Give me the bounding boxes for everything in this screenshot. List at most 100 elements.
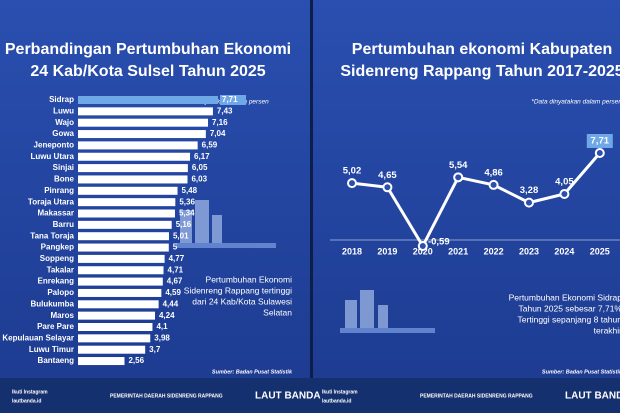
value-label: 3,28	[520, 185, 539, 196]
brand: LAUT BANDA	[255, 391, 321, 402]
bar-label: Barru	[53, 220, 74, 229]
value-label: 7,16	[212, 118, 228, 127]
brand: LAUT BANDA	[565, 391, 620, 402]
value-label: 5,36	[179, 197, 195, 206]
bar	[78, 243, 169, 252]
footer: Ikuti Instagram lautbanda.id PEMERINTAH …	[12, 389, 620, 404]
value-label: 4,86	[484, 167, 503, 178]
value-label: 6,59	[202, 141, 218, 150]
value-label: 6,03	[191, 175, 207, 184]
value-label: 3,7	[149, 345, 161, 354]
point	[559, 189, 570, 200]
handle: lautbanda.id	[12, 398, 41, 404]
value-label: 3,98	[154, 333, 170, 342]
bar	[78, 175, 188, 184]
point	[347, 178, 357, 189]
bar-label: Bantaeng	[38, 356, 75, 365]
bar-label: Sidrap	[49, 95, 74, 104]
bar	[78, 300, 159, 309]
bar-label: Palopo	[47, 288, 74, 297]
value-box	[220, 95, 246, 105]
x-tick-label: 2018	[342, 246, 362, 256]
bar	[78, 357, 125, 366]
bar	[78, 164, 188, 173]
value-label: 4,65	[378, 170, 397, 181]
bar	[78, 254, 165, 263]
x-tick-label: 2019	[377, 246, 397, 256]
bar	[78, 288, 162, 297]
bar	[78, 277, 163, 286]
value-label: 5,54	[449, 160, 468, 171]
line	[351, 152, 601, 250]
bar-label: Sinjai	[53, 163, 74, 172]
x-tick-label: 2022	[484, 246, 504, 256]
value-label: 7,71	[222, 95, 238, 104]
chart-title: 24 Kab/Kota Sulsel Tahun 2025	[30, 63, 265, 80]
bar-label: Luwu	[53, 106, 74, 115]
value-label: 5,01	[173, 231, 189, 240]
bar-label: Luwu Utara	[30, 152, 74, 161]
bar-label: Takalar	[47, 265, 74, 274]
gov: PEMERINTAH DAERAH SIDENRENG RAPPANG	[110, 393, 223, 399]
bar	[78, 266, 164, 275]
value-label: 5,34	[179, 209, 195, 218]
value-label: 4,67	[167, 277, 183, 286]
value-box	[586, 134, 613, 148]
caption: terakhir	[594, 325, 620, 335]
point	[488, 179, 499, 190]
bar-label: Pinrang	[44, 186, 74, 195]
value-label: 5	[173, 243, 178, 252]
value-label: 4,24	[159, 311, 175, 320]
bar-label: Wajo	[55, 118, 74, 127]
bar	[78, 107, 213, 116]
value-label: 4,1	[156, 322, 168, 331]
value-label: 2,56	[128, 356, 144, 365]
value-label: 4,44	[163, 299, 179, 308]
bar-label: Luwu Timur	[29, 345, 74, 354]
point	[417, 241, 428, 251]
value-label: 5,16	[176, 220, 192, 229]
bar	[78, 198, 176, 207]
bar	[78, 220, 172, 229]
bar	[78, 209, 175, 218]
point	[382, 182, 393, 193]
bar-label: Toraja Utara	[28, 197, 75, 206]
chart-title: Pertumbuhan ekonomi Kabupaten	[352, 41, 612, 58]
value-label: 7,43	[217, 106, 233, 115]
bar	[78, 345, 146, 354]
caption: Sidenreng Rappang tertinggi	[184, 285, 292, 295]
x-tick-label: 2021	[448, 246, 468, 256]
bar	[78, 130, 206, 139]
point	[453, 172, 464, 183]
bar	[78, 334, 151, 343]
value-label: 6,17	[194, 152, 210, 161]
caption: Tertinggi sepanjang 8 tahun	[518, 314, 620, 324]
city-illustration	[176, 200, 435, 333]
bar	[78, 232, 169, 241]
caption: Selatan	[263, 307, 292, 317]
source: Sumber: Badan Pusat Statistik	[542, 369, 620, 375]
follow: Ikuti Instagram	[322, 389, 358, 395]
bar	[78, 96, 218, 104]
value-label: 4,05	[555, 177, 574, 188]
value-label: 4,71	[168, 265, 184, 274]
value-label: 7,04	[210, 129, 226, 138]
chart-title: Sidenreng Rappang Tahun 2017-2025	[340, 63, 620, 80]
x-tick-label: 2024	[554, 246, 574, 256]
bar-label: Maros	[50, 311, 74, 320]
source: Sumber: Badan Pusat Statistik	[212, 369, 293, 375]
bar	[78, 186, 178, 195]
note: *Data dinyatakan dalam persen	[531, 99, 620, 106]
value-label: 7,71	[591, 136, 610, 147]
bar	[78, 152, 191, 161]
bar-label: Tana Toraja	[30, 231, 74, 240]
x-tick-label: 2020	[413, 246, 433, 256]
point	[594, 148, 605, 158]
right-panel	[313, 0, 620, 413]
bar-label: Bulukumba	[30, 299, 74, 308]
bar-label: Pare Pare	[37, 322, 74, 331]
value-label: 6,05	[192, 163, 208, 172]
point	[524, 197, 534, 208]
left-panel	[0, 0, 310, 413]
